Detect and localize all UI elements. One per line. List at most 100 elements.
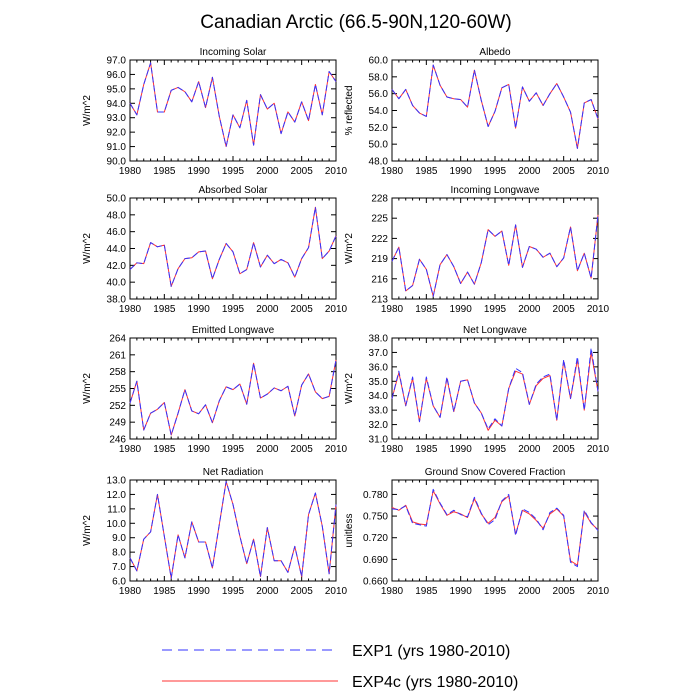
- chart-title: Absorbed Solar: [199, 185, 269, 196]
- x-tick-label: 1985: [415, 304, 438, 315]
- x-tick-label: 1990: [188, 304, 211, 315]
- y-tick-label: 50.0: [369, 140, 389, 151]
- y-tick-label: 264: [109, 334, 126, 345]
- series-line-exp4c: [129, 206, 337, 287]
- y-tick-label: 94.0: [107, 99, 127, 110]
- x-tick-label: 2000: [256, 444, 279, 455]
- x-tick-label: 1985: [415, 444, 438, 455]
- y-tick-label: 225: [371, 214, 388, 225]
- x-tick-label: 1995: [222, 444, 245, 455]
- chart-panel: Ground Snow Covered Fraction 0.660 0.690 0.…: [344, 467, 610, 597]
- y-tick-label: 46.0: [107, 227, 127, 238]
- x-tick-label: 2005: [553, 166, 576, 177]
- y-tick-label: 6.0: [112, 577, 126, 588]
- x-tick-label: 1995: [222, 304, 245, 315]
- y-tick-label: 40.0: [107, 278, 127, 289]
- x-tick-label: 1995: [484, 304, 507, 315]
- x-tick-label: 2005: [553, 586, 576, 597]
- y-tick-label: 54.0: [369, 106, 389, 117]
- y-tick-label: 37.0: [369, 348, 389, 359]
- x-tick-label: 2005: [553, 444, 576, 455]
- y-tick-label: 96.0: [107, 70, 127, 81]
- plot-frame: [391, 337, 599, 440]
- x-tick-label: 1990: [450, 444, 473, 455]
- y-tick-label: 216: [371, 274, 388, 285]
- x-tick-label: 2005: [291, 444, 314, 455]
- x-tick-label: 1985: [153, 444, 176, 455]
- series-line-exp4c: [391, 64, 599, 149]
- y-tick-label: 11.0: [107, 504, 126, 515]
- x-tick-label: 2010: [587, 586, 610, 597]
- y-axis-label: unitless: [344, 514, 355, 548]
- plot-frame: [129, 479, 337, 582]
- series-line-exp1: [129, 206, 337, 287]
- x-tick-label: 2010: [587, 166, 610, 177]
- x-tick-label: 1980: [381, 586, 404, 597]
- y-tick-label: 9.0: [112, 533, 126, 544]
- x-tick-label: 1980: [381, 304, 404, 315]
- series-line-exp4c: [129, 62, 337, 148]
- series-line-exp1: [391, 347, 599, 430]
- chart-panel: Net Radiation 6.0 7.0 8.0 9.0 10.0 11.0 12.0 13.…: [82, 467, 348, 597]
- y-tick-label: 56.0: [369, 89, 389, 100]
- y-tick-label: 95.0: [107, 84, 127, 95]
- x-tick-label: 1985: [415, 166, 438, 177]
- y-axis-label: W/m^2: [82, 515, 93, 546]
- x-tick-label: 1980: [119, 444, 142, 455]
- series-line-exp1: [391, 214, 599, 297]
- y-tick-label: 222: [371, 234, 388, 245]
- x-tick-label: 1990: [188, 166, 211, 177]
- x-tick-label: 1995: [484, 166, 507, 177]
- y-tick-label: 42.0: [107, 261, 127, 272]
- chart-title: Albedo: [479, 47, 511, 58]
- series-line-exp1: [391, 64, 599, 149]
- x-tick-label: 2005: [291, 166, 314, 177]
- chart-title: Net Longwave: [463, 325, 527, 336]
- y-axis-label: W/m^2: [344, 373, 355, 404]
- chart-title: Emitted Longwave: [192, 325, 275, 336]
- x-tick-label: 2010: [587, 304, 610, 315]
- y-tick-label: 249: [109, 418, 126, 429]
- x-tick-label: 2010: [587, 444, 610, 455]
- y-tick-label: 13.0: [107, 476, 127, 487]
- x-tick-label: 2000: [518, 304, 541, 315]
- plot-frame: [129, 197, 337, 300]
- chart-title: Incoming Longwave: [451, 185, 540, 196]
- y-tick-label: 31.0: [369, 435, 389, 446]
- x-tick-label: 1980: [381, 444, 404, 455]
- y-tick-label: 93.0: [107, 113, 127, 124]
- y-tick-label: 255: [109, 384, 126, 395]
- x-tick-label: 2000: [256, 586, 279, 597]
- chart-panel: Net Longwave 31.0 32.0 33.0 34.0 35.0 36.0 37.0…: [344, 325, 610, 455]
- x-tick-label: 2000: [256, 166, 279, 177]
- y-tick-label: 246: [109, 435, 126, 446]
- series-line-exp4c: [391, 214, 599, 297]
- y-axis-label: W/m^2: [82, 233, 93, 264]
- x-tick-label: 1995: [222, 586, 245, 597]
- plot-frame: [391, 479, 599, 582]
- legend: EXP1 (yrs 1980-2010) EXP4c (yrs 1980-2010…: [162, 643, 518, 691]
- legend-item: EXP1 (yrs 1980-2010): [162, 643, 510, 660]
- x-tick-label: 2010: [325, 444, 348, 455]
- chart-panel: Incoming Solar 90.0 91.0 92.0 93.0 94.0 95.0 96…: [82, 47, 348, 177]
- y-axis-label: W/m^2: [82, 95, 93, 126]
- y-tick-label: 48.0: [369, 157, 389, 168]
- y-tick-label: 38.0: [107, 295, 127, 306]
- y-tick-label: 8.0: [112, 548, 126, 559]
- series-line-exp1: [129, 480, 337, 579]
- chart-panel: Incoming Longwave 213 216 219 222 225 228 1980 1…: [344, 185, 610, 315]
- x-tick-label: 1985: [153, 586, 176, 597]
- y-tick-label: 33.0: [369, 406, 389, 417]
- series-line-exp1: [129, 359, 337, 436]
- y-tick-label: 44.0: [107, 244, 127, 255]
- y-tick-label: 34.0: [369, 391, 389, 402]
- y-tick-label: 35.0: [369, 377, 389, 388]
- x-tick-label: 2010: [325, 304, 348, 315]
- y-tick-label: 7.0: [112, 562, 126, 573]
- y-tick-label: 0.660: [363, 577, 388, 588]
- y-tick-label: 219: [371, 254, 388, 265]
- plot-frame: [129, 337, 337, 440]
- y-tick-label: 36.0: [369, 362, 389, 373]
- series-line-exp1: [129, 62, 337, 148]
- x-tick-label: 1980: [381, 166, 404, 177]
